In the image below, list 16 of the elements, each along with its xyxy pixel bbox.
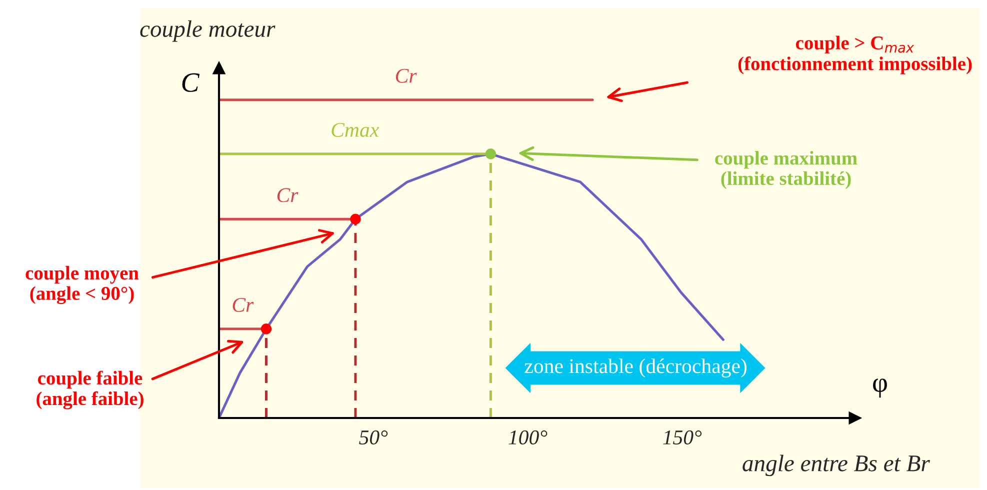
x-tick-label: 150° — [663, 430, 702, 444]
series-label: Cr — [277, 188, 298, 202]
text: couple > C$_{max}$ (fonctionnement impossible) — [738, 36, 972, 74]
x-tick-label: 50° — [359, 430, 388, 444]
x-axis-title: angle entre Bs et Br — [742, 454, 930, 476]
x-tick-label: 100° — [508, 430, 548, 444]
series-label: Cr — [396, 68, 417, 83]
annotation: zone instable (décrochage) — [524, 358, 747, 378]
text: φ — [873, 378, 887, 398]
text: couple moyen (angle < 90°) — [26, 266, 139, 304]
y-axis-title: couple moteur — [140, 20, 276, 42]
series-label: Cr — [232, 298, 254, 312]
annotation: couple maximum (limite stabilité) — [715, 151, 858, 189]
text: couple faible (angle faible) — [36, 370, 144, 410]
text: C — [182, 73, 200, 92]
series-label: Cmax — [332, 122, 379, 137]
